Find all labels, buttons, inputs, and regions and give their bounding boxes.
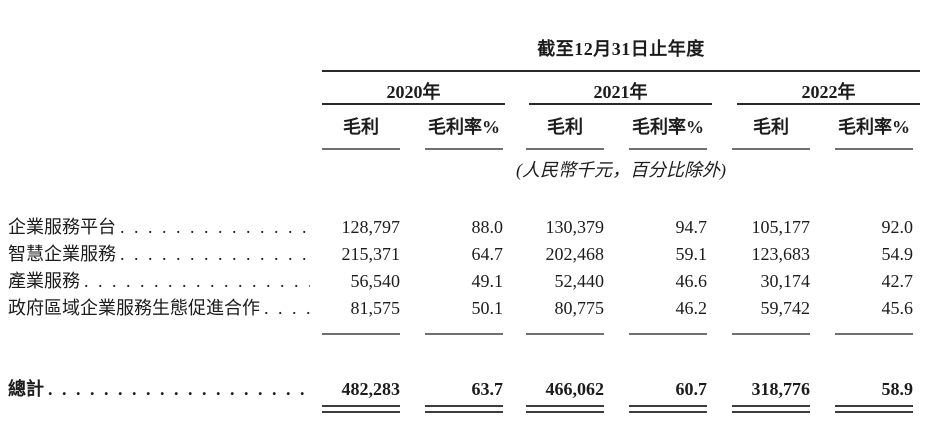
table-row: 產業服務 56,540 49.1 52,440 46.6 30,174 42.7 <box>0 271 928 293</box>
total-double-rule <box>629 405 707 407</box>
total-row: 總計 482,283 63.7 466,062 60.7 318,776 58.… <box>0 379 928 401</box>
column-header-gross-margin-2022: 毛利率% <box>838 117 910 137</box>
year-2021-rule <box>529 103 712 105</box>
cell-value: 50.1 <box>471 298 504 318</box>
total-double-rule <box>425 411 503 413</box>
subtotal-rule <box>425 333 503 335</box>
column-header-gross-profit-2020: 毛利 <box>343 117 379 137</box>
table-row: 智慧企業服務 215,371 64.7 202,468 59.1 123,683… <box>0 244 928 266</box>
column-rule <box>835 148 913 150</box>
year-header-2020: 2020年 <box>386 82 441 102</box>
subtotal-rule <box>629 333 707 335</box>
total-value: 58.9 <box>881 379 914 399</box>
column-header-gross-profit-2022: 毛利 <box>753 117 789 137</box>
cell-value: 59,742 <box>760 298 811 318</box>
column-rule <box>732 148 810 150</box>
cell-value: 80,775 <box>554 298 605 318</box>
subtotal-rule <box>732 333 810 335</box>
total-double-rule <box>425 405 503 407</box>
total-double-rule <box>732 411 810 413</box>
table-row: 政府區域企業服務生態促進合作 81,575 50.1 80,775 46.2 5… <box>0 298 928 320</box>
total-double-rule <box>732 405 810 407</box>
total-double-rule <box>629 411 707 413</box>
cell-value: 54.9 <box>881 244 914 264</box>
cell-value: 128,797 <box>341 217 401 237</box>
total-value: 318,776 <box>751 379 811 399</box>
cell-value: 42.7 <box>881 271 914 291</box>
cell-value: 92.0 <box>881 217 914 237</box>
row-label-container: 企業服務平台 <box>8 217 310 238</box>
column-header-gross-margin-2021: 毛利率% <box>632 117 704 137</box>
cell-value: 130,379 <box>545 217 605 237</box>
column-rule <box>526 148 604 150</box>
dot-leader <box>120 217 310 238</box>
cell-value: 59.1 <box>675 244 708 264</box>
dot-leader <box>84 271 310 292</box>
row-label: 政府區域企業服務生態促進合作 <box>8 298 260 318</box>
total-value: 60.7 <box>675 379 708 399</box>
total-double-rule <box>526 405 604 407</box>
cell-value: 30,174 <box>760 271 811 291</box>
row-label: 企業服務平台 <box>8 217 116 237</box>
subtotal-rule <box>526 333 604 335</box>
row-label-container: 智慧企業服務 <box>8 244 310 265</box>
column-header-gross-margin-2020: 毛利率% <box>428 117 500 137</box>
row-label: 智慧企業服務 <box>8 244 116 264</box>
total-double-rule <box>835 411 913 413</box>
table-title: 截至12月31日止年度 <box>537 39 705 59</box>
dot-leader <box>120 244 310 265</box>
year-header-2021: 2021年 <box>593 82 648 102</box>
cell-value: 56,540 <box>350 271 401 291</box>
row-label: 產業服務 <box>8 271 80 291</box>
row-label-container: 產業服務 <box>8 271 310 292</box>
column-rule <box>629 148 707 150</box>
dot-leader <box>48 379 310 400</box>
cell-value: 64.7 <box>471 244 504 264</box>
cell-value: 46.6 <box>675 271 708 291</box>
table-row: 企業服務平台 128,797 88.0 130,379 94.7 105,177… <box>0 217 928 239</box>
total-double-rule <box>322 405 400 407</box>
total-label: 總計 <box>8 379 44 399</box>
cell-value: 46.2 <box>675 298 708 318</box>
total-value: 466,062 <box>545 379 605 399</box>
table-top-rule <box>322 70 920 72</box>
subtotal-rule <box>322 333 400 335</box>
cell-value: 105,177 <box>751 217 811 237</box>
cell-value: 88.0 <box>471 217 504 237</box>
cell-value: 94.7 <box>675 217 708 237</box>
total-double-rule <box>835 405 913 407</box>
cell-value: 123,683 <box>751 244 811 264</box>
total-value: 482,283 <box>341 379 401 399</box>
column-rule <box>322 148 400 150</box>
total-double-rule <box>322 411 400 413</box>
cell-value: 52,440 <box>554 271 605 291</box>
total-double-rule <box>526 411 604 413</box>
subtotal-rule <box>835 333 913 335</box>
cell-value: 81,575 <box>350 298 401 318</box>
year-header-2022: 2022年 <box>801 82 856 102</box>
cell-value: 45.6 <box>881 298 914 318</box>
column-header-gross-profit-2021: 毛利 <box>547 117 583 137</box>
column-rule <box>425 148 503 150</box>
cell-value: 49.1 <box>471 271 504 291</box>
total-value: 63.7 <box>471 379 504 399</box>
year-2020-rule <box>322 103 505 105</box>
cell-value: 215,371 <box>341 244 401 264</box>
cell-value: 202,468 <box>545 244 605 264</box>
total-label-container: 總計 <box>8 379 310 400</box>
year-2022-rule <box>737 103 920 105</box>
row-label-container: 政府區域企業服務生態促進合作 <box>8 298 310 319</box>
unit-note: (人民幣千元，百分比除外) <box>516 160 726 180</box>
